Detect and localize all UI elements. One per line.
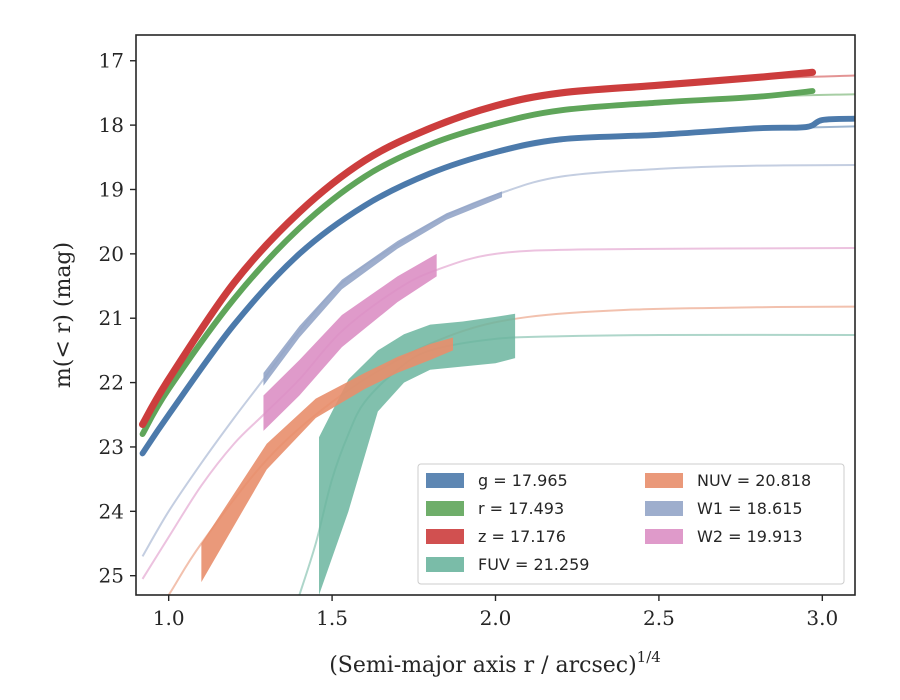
legend-swatch-fuv [426,557,464,572]
y-tick-label: 21 [99,306,124,330]
y-tick-label: 20 [99,242,124,266]
data-curve-r [139,88,816,438]
legend-label-r: r = 17.493 [478,499,564,518]
x-tick-label: 1.0 [153,606,185,630]
legend-label-g: g = 17.965 [478,471,568,490]
legend-swatch-w1 [645,501,683,516]
ticks-layer: 1.0 1.5 2.0 2.5 3.0 17 18 19 20 21 22 23 24 25 [99,49,839,630]
data-band-w2 [263,253,437,431]
legend-swatch-nuv [645,473,683,488]
data-curve-z [138,68,817,429]
y-tick-label: 18 [99,113,124,137]
y-tick-label: 22 [99,371,124,395]
y-tick-label: 24 [99,499,124,523]
legend-swatch-z [426,529,464,544]
legend-swatch-g [426,473,464,488]
y-tick-label: 17 [99,49,124,73]
x-tick-label: 1.5 [316,606,348,630]
legend-label-w2: W2 = 19.913 [697,527,803,546]
legend-label-nuv: NUV = 20.818 [697,471,811,490]
legend-swatch-r [426,501,464,516]
y-tick-label: 23 [99,435,124,459]
x-tick-label: 2.0 [480,606,512,630]
legend-label-fuv: FUV = 21.259 [478,555,589,574]
legend-label-z: z = 17.176 [478,527,566,546]
x-axis-label: (Semi-major axis r / arcsec)1/4 [329,648,661,678]
legend-label-w1: W1 = 18.615 [697,499,803,518]
series-layer [138,68,855,595]
legend: g = 17.965 r = 17.493 z = 17.176 FUV = 21.2… [417,463,845,585]
legend-frame [417,463,845,585]
x-tick-label: 2.5 [643,606,675,630]
legend-swatch-w2 [645,529,683,544]
x-tick-label: 3.0 [806,606,838,630]
x-axis-label-superscript: 1/4 [637,648,661,666]
y-tick-label: 19 [99,177,124,201]
y-axis-label: m(< r) (mag) [51,242,76,388]
data-curve-g [139,115,855,457]
y-tick-label: 25 [99,564,124,588]
